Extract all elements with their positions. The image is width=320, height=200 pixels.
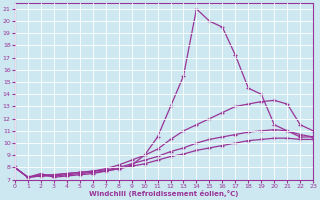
X-axis label: Windchill (Refroidissement éolien,°C): Windchill (Refroidissement éolien,°C) [89,190,239,197]
